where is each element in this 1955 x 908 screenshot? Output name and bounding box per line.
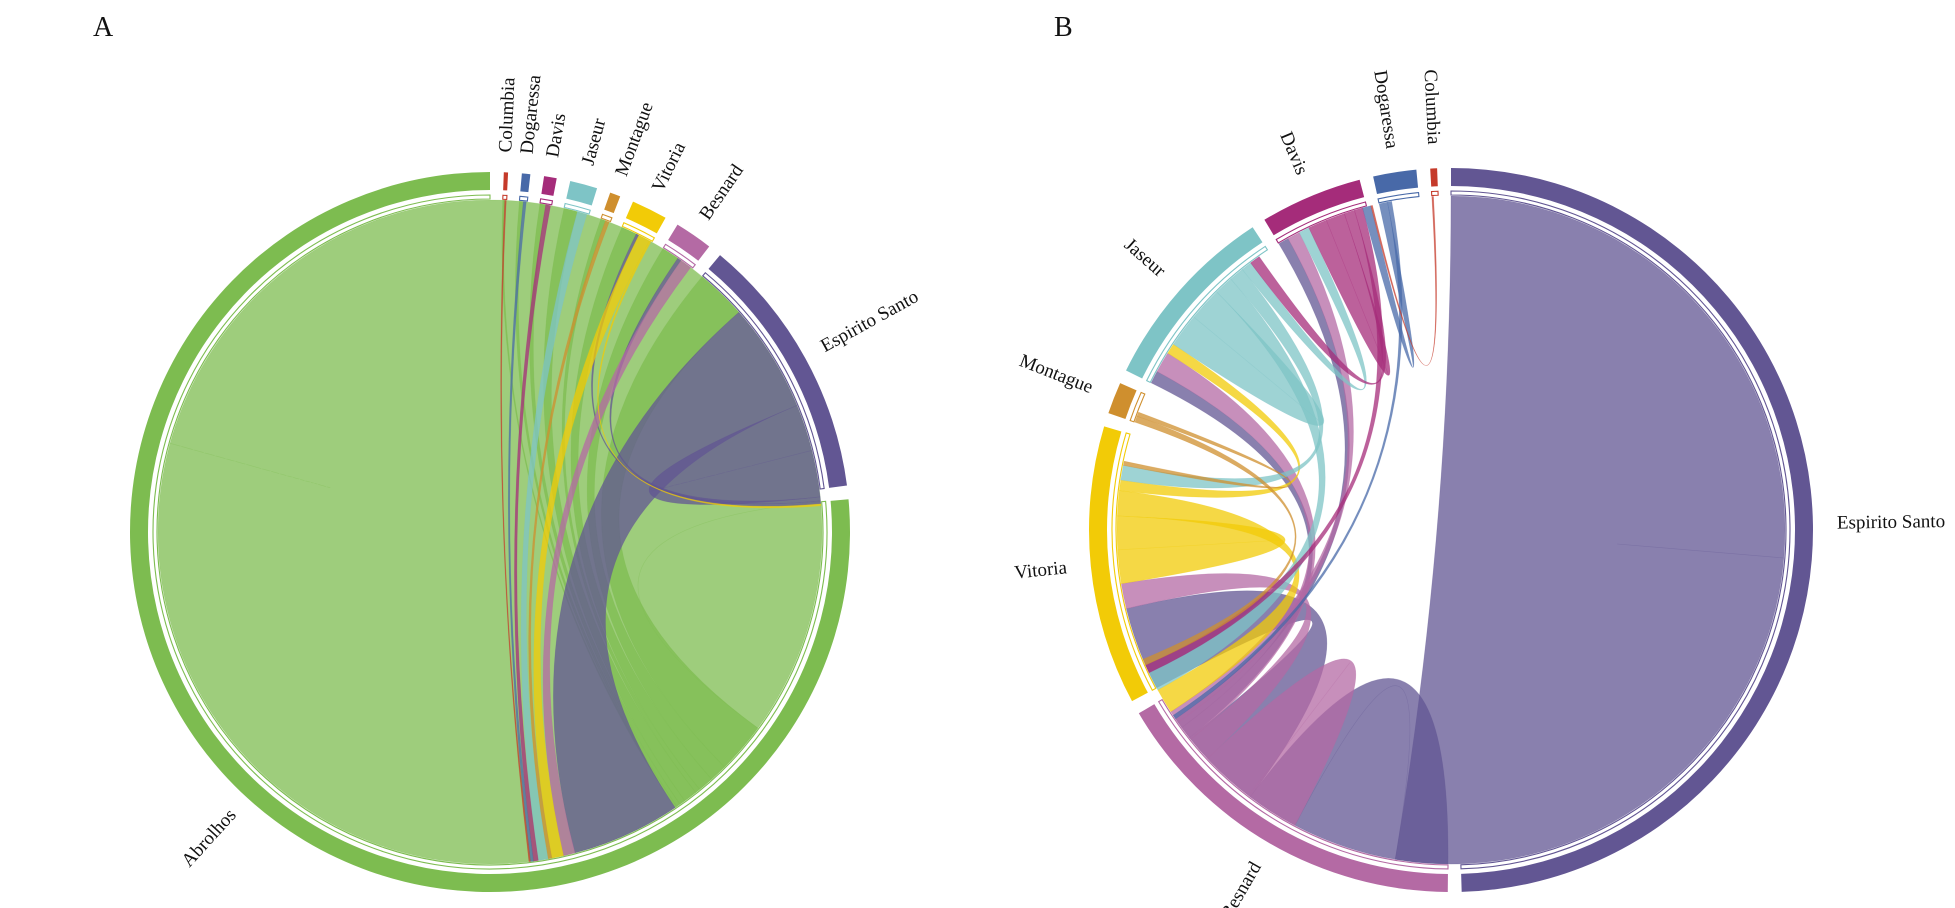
sector-label-besnard: Besnard (695, 160, 748, 224)
sector-track-columbia (1430, 190, 1439, 197)
ribbon-columbia-to-davis (1370, 196, 1437, 366)
sector-label-abrolhos: Abrolhos (178, 805, 241, 871)
sector-track-jaseur (1145, 245, 1269, 384)
sector-label-jaseur: Jaseur (578, 116, 611, 168)
ribbon-vitoria-to-besnard (1116, 490, 1300, 713)
sector-arc-jaseur (566, 181, 598, 206)
sector-arc-vitoria (1089, 426, 1148, 702)
sector-arc-columbia (1430, 168, 1438, 187)
sector-label-montague: Montague (1016, 350, 1095, 398)
sector-track-dogaressa (1377, 191, 1420, 204)
ribbon-vitoria-to-espirito-santo (597, 240, 822, 509)
ribbon-columbia-to-abrolhos (500, 200, 531, 863)
sector-arc-besnard (668, 224, 710, 261)
sector-label-espirito-santo: Espirito Santo (1837, 511, 1946, 534)
sector-track-columbia (502, 194, 508, 200)
ribbon-vitoria-to-jaseur (1119, 343, 1300, 498)
ribbons (157, 199, 823, 865)
sector-label-dogaressa: Dogaressa (1369, 69, 1402, 151)
ribbon-abrolhos-to-espirito-santo (601, 276, 759, 768)
sector-track-vitoria (621, 222, 656, 243)
ribbon-dogaressa-to-davis (1362, 201, 1415, 368)
sector-arc-dogaressa (1373, 169, 1419, 195)
sector-arc-besnard (1138, 704, 1448, 892)
sector-label-vitoria: Vitoria (648, 138, 690, 195)
ribbons (1116, 195, 1786, 865)
ribbon-davis-to-abrolhos (514, 204, 551, 862)
sector-track-vitoria (1111, 432, 1157, 692)
sector-track-espirito-santo (701, 271, 825, 490)
panel-b-letter: B (1054, 12, 1073, 43)
sector-label-espirito-santo: Espirito Santo (817, 286, 922, 357)
ribbon-jaseur-to-abrolhos (520, 211, 588, 861)
sector-track-davis (1275, 201, 1368, 244)
ribbon-montague-to-vitoria (1122, 411, 1292, 489)
sector-arc-jaseur (1126, 227, 1263, 379)
sector-track-montague (600, 213, 613, 223)
ribbon-jaseur-to-davis (1241, 227, 1367, 391)
sector-track-besnard (662, 243, 696, 269)
ribbon-espirito-santo-to-espirito-santo (648, 405, 821, 505)
ribbon-dogaressa-to-abrolhos (507, 201, 534, 862)
ribbon-besnard-to-abrolhos (542, 260, 692, 857)
sector-label-dogaressa: Dogaressa (517, 73, 546, 154)
chord-diagram-b: Espirito Santo Besnard Vitoria Montague Jase… (1013, 69, 1945, 908)
sector-arc-davis (541, 176, 557, 196)
ribbon-besnard-to-vitoria (1121, 573, 1312, 759)
ribbon-jaseur-to-besnard (1148, 278, 1326, 691)
sector-label-montague: Montague (611, 99, 657, 179)
ribbon-montague-to-besnard (1134, 415, 1297, 666)
ribbon-davis-to-besnard (1145, 207, 1383, 674)
ribbon-dogaressa-to-espirito-santo (1172, 200, 1403, 720)
chord-diagram-a: Abrolhos Espirito Santo BesnardVitoriaMont… (130, 73, 922, 892)
sector-label-vitoria: Vitoria (1013, 557, 1068, 583)
sector-arc-espirito-santo (708, 255, 847, 488)
sector-arc-montague (604, 192, 621, 214)
ribbon-besnard-to-besnard (1207, 658, 1357, 826)
panel-a-letter: A (93, 12, 114, 43)
ribbon-espirito-santo-to-vitoria (591, 233, 822, 507)
sector-arc-montague (1108, 383, 1137, 419)
sector-track-abrolhos (152, 194, 828, 870)
sector-label-columbia: Columbia (1420, 69, 1445, 145)
sector-arc-dogaressa (520, 173, 531, 193)
sector-track-besnard (1157, 698, 1449, 870)
sector-track-dogaressa (518, 195, 529, 202)
ribbon-jaseur-to-vitoria (1120, 268, 1324, 489)
ribbon-montague-to-abrolhos (528, 220, 610, 860)
sector-track-jaseur (563, 202, 591, 215)
sector-track-espirito-santo (1450, 190, 1791, 870)
sector-arc-davis (1264, 179, 1365, 236)
sector-label-davis: Davis (542, 112, 570, 159)
sector-track-davis (539, 198, 554, 206)
sector-track-montague (1129, 391, 1146, 423)
sector-label-jaseur: Jaseur (1120, 234, 1170, 282)
ribbon-vitoria-to-abrolhos (533, 234, 650, 859)
sector-label-davis: Davis (1275, 129, 1312, 178)
sector-label-besnard: Besnard (1216, 858, 1266, 908)
sector-arc-vitoria (625, 201, 666, 234)
sector-label-columbia: Columbia (495, 76, 519, 152)
sector-arc-columbia (503, 172, 509, 191)
